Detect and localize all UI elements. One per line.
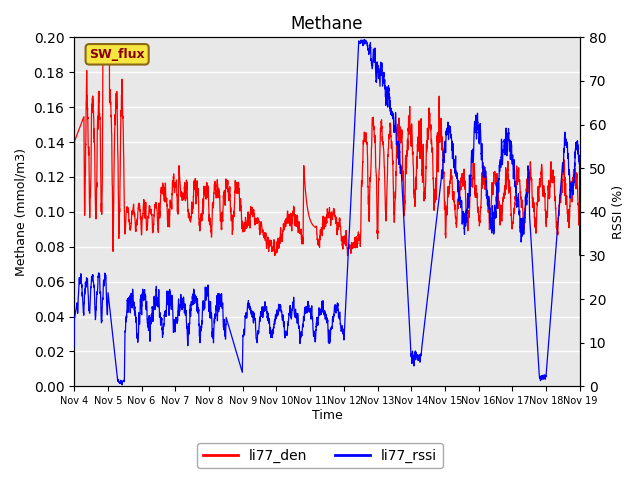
Text: SW_flux: SW_flux	[90, 48, 145, 61]
Y-axis label: RSSI (%): RSSI (%)	[612, 185, 625, 239]
Legend: li77_den, li77_rssi: li77_den, li77_rssi	[198, 443, 442, 468]
Title: Methane: Methane	[291, 15, 364, 33]
Y-axis label: Methane (mmol/m3): Methane (mmol/m3)	[15, 148, 28, 276]
X-axis label: Time: Time	[312, 409, 342, 422]
